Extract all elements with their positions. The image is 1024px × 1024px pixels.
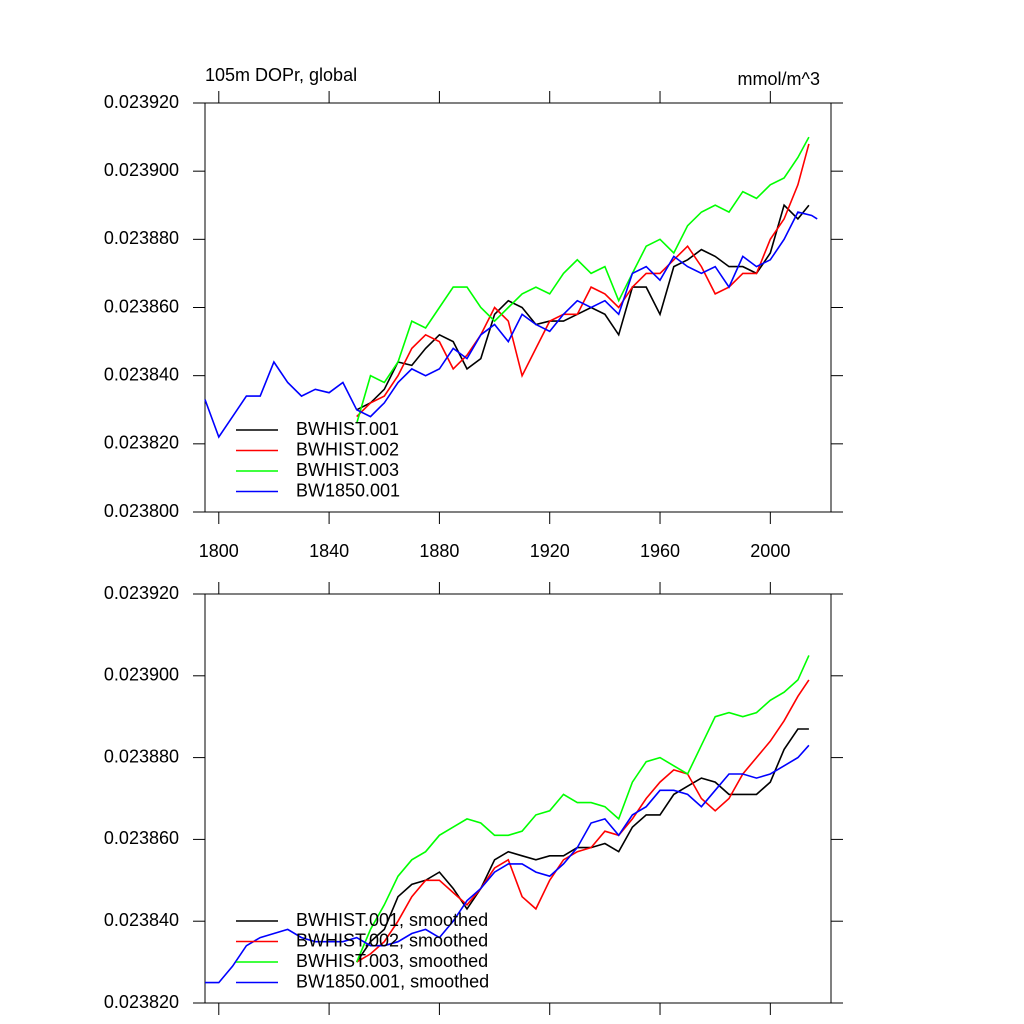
- y-tick-label: 0.023900: [104, 160, 179, 180]
- series-line: [356, 143, 810, 418]
- y-tick-label: 0.023820: [104, 433, 179, 453]
- legend-label: BWHIST.002, smoothed: [296, 930, 488, 950]
- legend-label: BWHIST.002: [296, 439, 399, 459]
- series-line: [356, 728, 809, 963]
- x-tick-label: 1840: [309, 541, 349, 561]
- y-tick-label: 0.023880: [104, 746, 179, 766]
- y-tick-label: 0.023840: [104, 910, 179, 930]
- legend-label: BWHIST.003: [296, 460, 399, 480]
- legend-label: BW1850.001: [296, 480, 400, 500]
- series-line: [205, 744, 810, 984]
- plot-frame: [204, 593, 832, 1004]
- y-tick-label: 0.023900: [104, 665, 179, 685]
- y-tick-label: 0.023840: [104, 364, 179, 384]
- x-tick-label: 1960: [640, 541, 680, 561]
- legend-label: BW1850.001, smoothed: [296, 971, 489, 991]
- y-tick-label: 0.023800: [104, 501, 179, 521]
- y-tick-label: 0.023920: [104, 92, 179, 112]
- x-tick-label: 1880: [419, 541, 459, 561]
- chart-title: 105m DOPr, global: [205, 65, 357, 85]
- x-tick-label: 1800: [199, 541, 239, 561]
- y-tick-label: 0.023860: [104, 828, 179, 848]
- series-line: [355, 655, 810, 963]
- y-tick-label: 0.023820: [104, 992, 179, 1012]
- series-line: [356, 679, 810, 963]
- units-label: mmol/m^3: [738, 69, 820, 89]
- legend-label: BWHIST.001: [296, 419, 399, 439]
- y-tick-label: 0.023880: [104, 228, 179, 248]
- y-tick-label: 0.023920: [104, 583, 179, 603]
- x-tick-label: 1920: [530, 541, 570, 561]
- legend-label: BWHIST.003, smoothed: [296, 951, 488, 971]
- series-line: [204, 211, 818, 439]
- x-tick-label: 2000: [750, 541, 790, 561]
- series-line: [355, 136, 810, 424]
- series-line: [356, 203, 810, 411]
- y-tick-label: 0.023860: [104, 296, 179, 316]
- legend-label: BWHIST.001, smoothed: [296, 910, 488, 930]
